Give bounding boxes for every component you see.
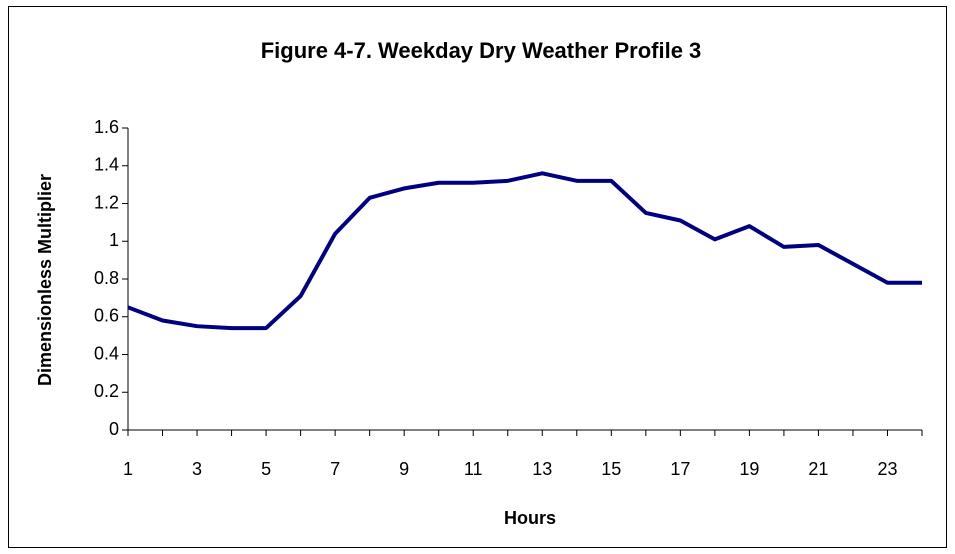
y-tick-label: 0.6 bbox=[94, 306, 119, 326]
x-tick-label: 9 bbox=[399, 459, 409, 479]
y-tick-label: 0.4 bbox=[94, 343, 119, 363]
x-tick-label: 21 bbox=[808, 459, 828, 479]
x-axis-label: Hours bbox=[504, 508, 556, 528]
y-tick-label: 1.2 bbox=[94, 192, 119, 212]
chart-frame bbox=[8, 6, 947, 548]
y-tick-label: 1.6 bbox=[94, 117, 119, 137]
x-tick-label: 13 bbox=[532, 459, 552, 479]
y-tick-label: 1.4 bbox=[94, 155, 119, 175]
y-axis-label: Dimensionless Multiplier bbox=[35, 174, 55, 386]
y-tick-label: 0.8 bbox=[94, 268, 119, 288]
x-tick-label: 15 bbox=[601, 459, 621, 479]
x-tick-label: 3 bbox=[192, 459, 202, 479]
chart-title: Figure 4-7. Weekday Dry Weather Profile … bbox=[261, 38, 702, 63]
x-tick-label: 23 bbox=[877, 459, 897, 479]
data-line bbox=[127, 171, 922, 331]
y-tick-label: 0.2 bbox=[94, 381, 119, 401]
x-tick-label: 5 bbox=[261, 459, 271, 479]
x-tick-label: 17 bbox=[670, 459, 690, 479]
y-tick-label: 0 bbox=[109, 419, 119, 439]
y-tick-label: 1 bbox=[109, 230, 119, 250]
x-tick-label: 19 bbox=[739, 459, 759, 479]
x-tick-label: 1 bbox=[123, 459, 133, 479]
x-tick-label: 7 bbox=[330, 459, 340, 479]
x-tick-label: 11 bbox=[464, 459, 483, 479]
